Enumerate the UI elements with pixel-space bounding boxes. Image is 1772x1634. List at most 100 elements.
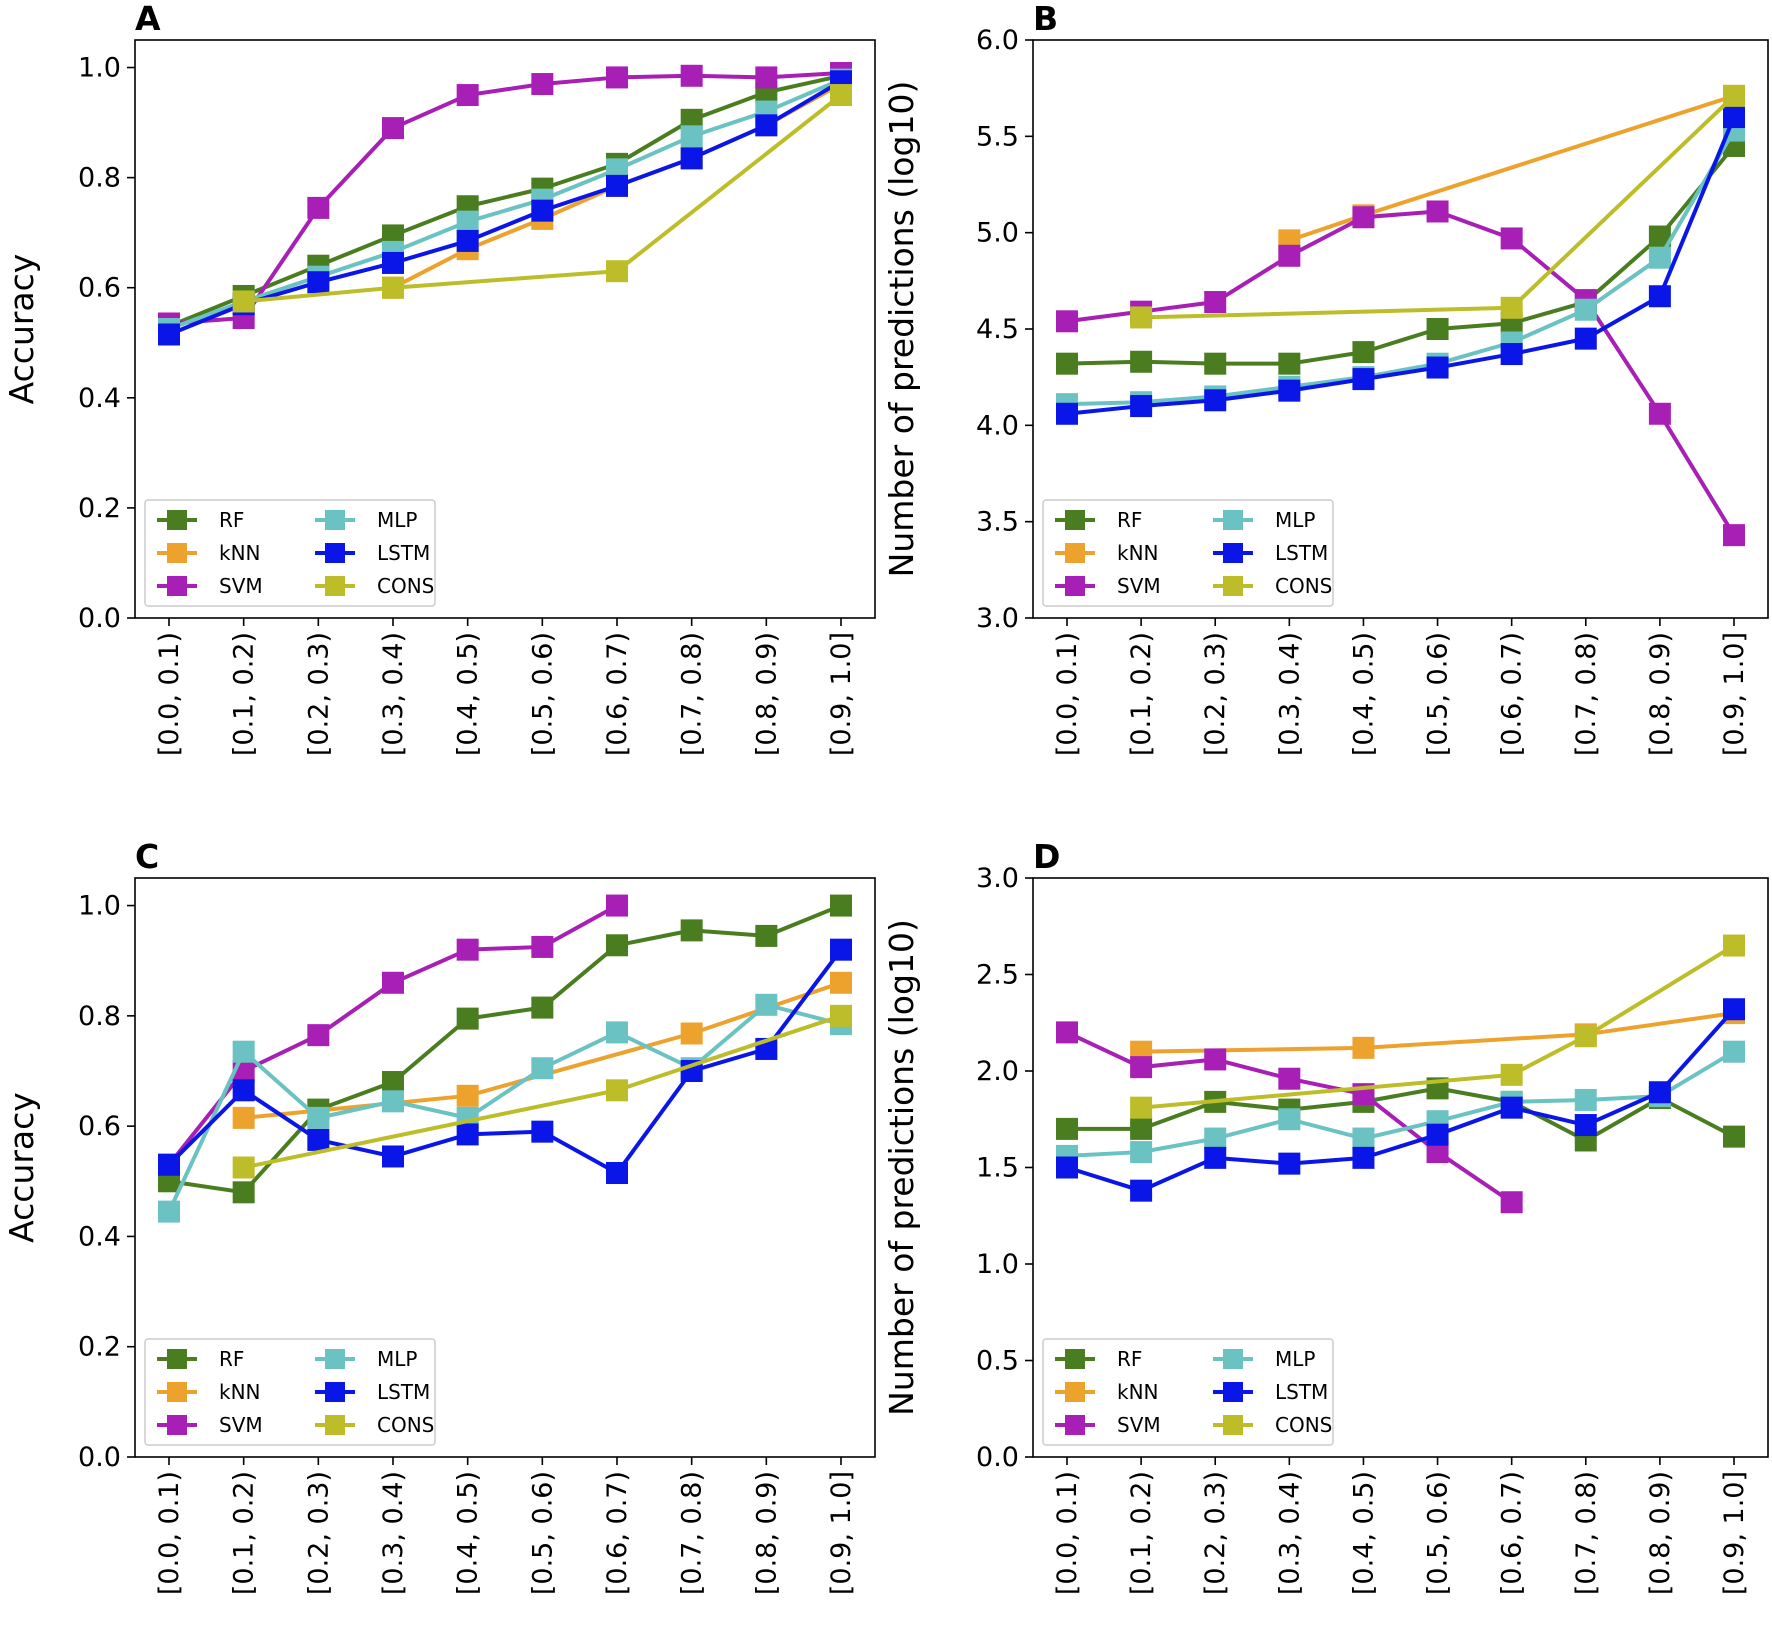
series-line-mlp: [1066, 1049, 1736, 1158]
x-tick-label: [0.9, 1.0]: [1719, 632, 1750, 756]
legend-label: SVM: [1117, 574, 1161, 598]
legend: RF kNN SVM MLP LSTM CONS: [1042, 1338, 1334, 1446]
y-tick-label: 4.5: [976, 314, 1019, 345]
data-point-lstm: [1574, 1114, 1597, 1137]
data-point-lstm: [382, 1145, 404, 1168]
panel-d: D 0.0 0.5 1.0 1.5 2.0 2.5 3.0 Number of predicti…: [882, 837, 1769, 1595]
legend-label: kNN: [1117, 1380, 1159, 1404]
legend-item-cons: CONS: [1213, 574, 1332, 598]
legend-label: RF: [1117, 508, 1142, 532]
legend-label: kNN: [219, 1380, 261, 1404]
data-point-lstm: [158, 323, 180, 346]
series-cons: [232, 84, 852, 313]
y-tick-label: 0.0: [78, 1442, 121, 1473]
legend-marker: [325, 543, 345, 563]
data-point-rf: [680, 919, 703, 942]
data-point-cons: [1723, 934, 1745, 957]
panel-c: C 0.0 0.2 0.4 0.6 0.8 1.0 Accuracy [0.0, 0.1) [0.…: [2, 837, 876, 1595]
data-point-mlp: [755, 993, 778, 1016]
x-tick-label: [0.9, 1.0]: [826, 632, 857, 756]
x-tick-label: [0.5, 0.6): [527, 632, 558, 756]
data-point-lstm: [1278, 379, 1301, 402]
x-tick-label: [0.6, 0.7): [1497, 632, 1528, 756]
series-line-svm: [1066, 209, 1736, 537]
data-point-rf: [382, 1071, 404, 1094]
x-tick-label: [0.5, 0.6): [527, 1471, 558, 1595]
data-point-rf: [1056, 1117, 1078, 1140]
data-point-svm: [1500, 227, 1523, 250]
legend-item-lstm: LSTM: [1213, 541, 1328, 565]
data-point-lstm: [1426, 1123, 1449, 1146]
x-tick-label: [0.7, 0.8): [677, 1471, 708, 1595]
data-point-knn: [1352, 1036, 1375, 1059]
data-point-lstm: [456, 229, 479, 252]
data-point-svm: [456, 84, 479, 107]
y-tick-label: 0.0: [976, 1442, 1019, 1473]
data-point-mlp: [158, 1200, 180, 1223]
x-tick-label: [0.3, 0.4): [378, 632, 409, 756]
data-point-mlp: [1204, 1127, 1227, 1150]
legend-label: MLP: [1275, 508, 1315, 532]
legend-label: RF: [1117, 1347, 1142, 1371]
data-point-lstm: [307, 271, 330, 294]
data-point-lstm: [307, 1128, 330, 1151]
data-point-cons: [232, 1156, 255, 1179]
data-point-mlp: [1574, 1088, 1597, 1111]
panel-letter: B: [1033, 0, 1058, 38]
x-tick-label: [0.2, 0.3): [303, 632, 334, 756]
legend-marker: [325, 1382, 345, 1402]
legend-marker: [167, 510, 187, 530]
legend-item-knn: kNN: [1055, 541, 1159, 565]
data-point-lstm: [232, 1079, 255, 1102]
data-point-cons: [830, 1004, 852, 1027]
x-tick-label: [0.4, 0.5): [453, 632, 484, 756]
data-point-svm: [1426, 200, 1449, 223]
data-point-lstm: [830, 938, 852, 961]
legend-item-mlp: MLP: [315, 508, 417, 532]
legend-marker: [167, 1349, 187, 1369]
series-lstm: [1056, 998, 1745, 1202]
data-point-svm: [531, 73, 554, 96]
x-tick-label: [0.0, 0.1): [154, 632, 185, 756]
data-point-mlp: [1648, 246, 1671, 269]
data-point-rf: [830, 894, 852, 917]
data-point-cons: [1574, 1025, 1597, 1048]
legend-label: MLP: [377, 1347, 417, 1371]
data-point-lstm: [606, 1162, 628, 1185]
legend-item-cons: CONS: [315, 1413, 434, 1437]
data-point-cons: [606, 260, 628, 283]
x-tick-label: [0.7, 0.8): [1571, 1471, 1602, 1595]
x-tick-label: [0.4, 0.5): [1348, 632, 1379, 756]
legend-marker: [1223, 1382, 1243, 1402]
data-point-svm: [382, 117, 404, 140]
data-point-svm: [755, 66, 778, 89]
data-point-rf: [382, 224, 404, 247]
y-tick-label: 3.0: [976, 863, 1019, 894]
data-point-svm: [1426, 1141, 1449, 1164]
series-line-lstm: [168, 79, 843, 337]
x-tick-label: [0.6, 0.7): [1497, 1471, 1528, 1595]
legend-label: SVM: [219, 574, 263, 598]
y-tick-label: 5.5: [976, 121, 1019, 152]
data-point-lstm: [531, 199, 554, 222]
data-point-svm: [456, 938, 479, 961]
data-point-rf: [680, 108, 703, 131]
legend-item-rf: RF: [157, 508, 244, 532]
data-point-svm: [1352, 206, 1375, 229]
data-point-cons: [606, 1079, 628, 1102]
legend-label: CONS: [1275, 574, 1332, 598]
series-line-mlp: [1066, 129, 1736, 407]
data-point-rf: [1130, 350, 1153, 373]
legend-item-knn: kNN: [157, 541, 261, 565]
legend-label: RF: [219, 508, 244, 532]
data-point-svm: [1723, 524, 1745, 547]
x-tick-label: [0.9, 1.0]: [826, 1471, 857, 1595]
series-svm: [158, 62, 852, 335]
data-point-svm: [1130, 1056, 1153, 1079]
data-point-rf: [158, 1170, 180, 1193]
data-point-mlp: [1130, 1141, 1153, 1164]
data-point-lstm: [1574, 327, 1597, 350]
data-point-lstm: [1056, 1156, 1078, 1179]
data-point-mlp: [232, 1040, 255, 1063]
data-point-lstm: [1352, 1146, 1375, 1169]
